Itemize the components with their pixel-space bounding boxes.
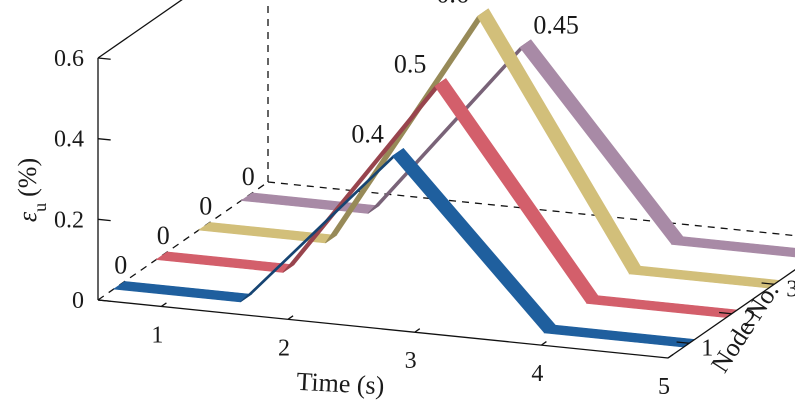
ribbon-node-1: [112, 148, 696, 348]
z-tick-label: 0: [72, 288, 84, 314]
x-axis-title: Time (s): [296, 367, 385, 401]
x-tick-label: 1: [151, 322, 163, 348]
y-tick-mark: [761, 282, 775, 285]
z-tick-label: 0.4: [54, 127, 84, 153]
y-tick-label: 1: [701, 335, 713, 361]
x-tick-label: 3: [405, 348, 417, 374]
x-tick-mark: [540, 341, 547, 346]
data-labels: 0 0.45 0 0.6 0 0.5 0 0.4: [114, 0, 579, 279]
z-tick-mark: [97, 138, 111, 141]
box-edge-top-left: [97, 0, 183, 59]
ribbon-segment: [391, 148, 556, 334]
ribbon-segment: [112, 281, 253, 303]
z-tick-label: 0.6: [54, 46, 84, 72]
axes-box-back: [97, 0, 795, 301]
z-axis-title-symbol: ε: [13, 211, 42, 222]
x-tick-label: 2: [278, 335, 290, 361]
x-tick-label: 5: [658, 374, 670, 400]
z-tick-mark: [97, 218, 111, 222]
z-tick-mark: [97, 299, 111, 302]
x-tick-mark: [287, 315, 294, 320]
ribbon-segment: [586, 295, 739, 318]
start-value-label: 0: [114, 250, 127, 279]
peak-value-label: 0.6: [436, 0, 469, 9]
ribbon-segment: [543, 324, 696, 348]
start-value-label: 0: [242, 162, 255, 191]
z-axis-title-subscript: u: [30, 203, 50, 212]
peak-value-label: 0.45: [533, 11, 579, 40]
y-axis-title: Node No.: [705, 277, 784, 378]
tick-labels: 12345123400.20.40.6: [54, 46, 795, 400]
y-tick-label: 3: [786, 276, 795, 302]
peak-value-label: 0.5: [394, 49, 427, 78]
start-value-label: 0: [157, 221, 170, 250]
ribbon-segment: [476, 8, 641, 275]
x-tick-mark: [667, 353, 674, 359]
ribbons: [112, 8, 795, 348]
ribbon-segment: [671, 236, 795, 258]
y-axis-line: [667, 269, 795, 359]
start-value-label: 0: [199, 191, 212, 220]
x-tick-mark: [414, 328, 421, 333]
box-edge-hidden-floor-left: [97, 181, 269, 301]
peak-value-label: 0.4: [351, 119, 384, 148]
x-axis-line: [97, 299, 669, 359]
z-tick-label: 0.2: [54, 207, 84, 233]
x-tick-label: 4: [531, 361, 543, 387]
ribbon-segment: [240, 148, 404, 303]
z-tick-mark: [97, 57, 111, 60]
y-tick-mark: [719, 311, 732, 315]
z-axis-title-unit: (%): [13, 158, 42, 197]
y-tick-mark: [676, 341, 690, 344]
x-tick-mark: [160, 302, 167, 307]
z-axis-title: εu (%): [13, 158, 50, 222]
ribbon-segment: [155, 251, 295, 273]
axes-box-front: [97, 0, 795, 359]
y-tick-label: 2: [744, 306, 756, 332]
